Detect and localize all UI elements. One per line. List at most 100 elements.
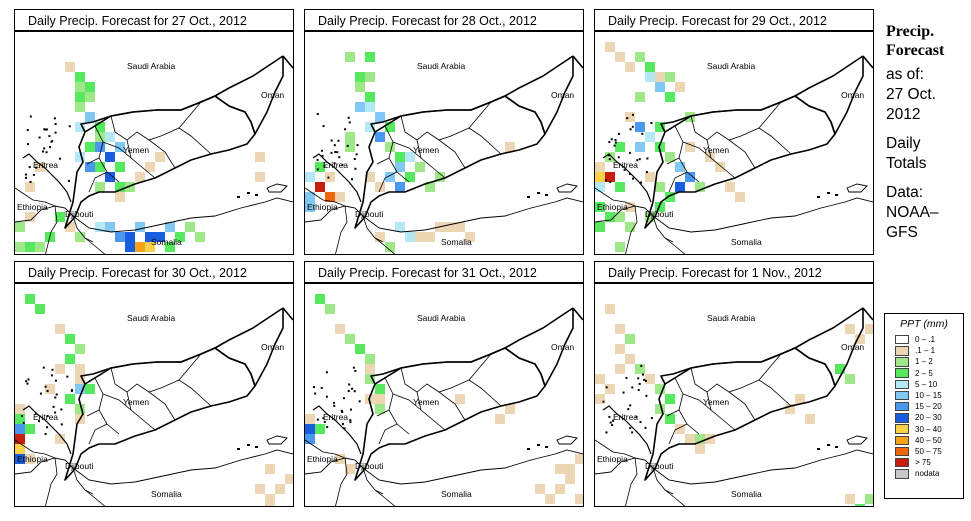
precip-cell [665,192,675,202]
island [604,179,607,182]
island [26,382,29,385]
precip-cell [665,92,675,102]
legend-item: 15 – 20 [895,401,963,412]
governorate-border [400,367,452,393]
island [46,390,49,393]
precip-cell [325,192,335,202]
island [631,125,634,128]
island [527,196,530,198]
island [646,157,649,160]
precip-cell [95,142,105,152]
governorate-border [376,157,390,165]
precip-cell [465,232,475,242]
red-sea-coastline [22,405,72,455]
precip-cell [705,434,715,444]
precip-cell [385,242,395,252]
legend-item: 40 – 50 [895,435,963,446]
legend-swatch [895,346,909,356]
precip-cell [735,192,745,202]
precip-cell [565,474,575,484]
governorate-border [178,101,202,129]
island [323,420,326,423]
island [68,125,71,128]
legend-item: 1 – 2 [895,356,963,367]
precip-cell [385,172,395,182]
precip-cell [555,484,565,494]
governorate-border [668,423,688,445]
map-label-ethiopia: Ethiopia [307,202,338,212]
precip-cell [575,494,583,504]
precip-cell [405,152,415,162]
precip-cell [685,142,695,152]
forecast-panel-30-oct: Daily Precip. Forecast for 30 Oct., 2012… [14,261,294,507]
legend-label: 50 – 75 [915,446,942,456]
precip-cell [625,222,635,232]
precip-cell [55,324,65,334]
precip-cell [695,434,705,444]
island [67,179,70,182]
country-border [625,205,638,254]
map-label-eritrea: Eritrea [33,412,58,422]
island [338,156,341,159]
legend-label: > 75 [915,458,931,468]
map-label-oman: Oman [261,90,284,100]
island [27,143,30,146]
socotra-island [266,435,288,445]
precip-cell [75,122,85,132]
map-label-saudi: Saudi Arabia [707,313,755,323]
precip-cell [145,162,155,172]
governorate-border [126,391,156,431]
island [312,386,315,389]
island [631,431,634,434]
governorate-border [160,379,212,407]
precip-cell [845,374,855,384]
legend-swatch [895,424,909,434]
precip-cell [345,132,355,142]
precip-cell [315,424,325,434]
precip-cell [25,212,35,222]
island [341,410,344,413]
map-label-oman: Oman [841,342,864,352]
island [21,414,24,417]
map-label-oman: Oman [841,90,864,100]
map-label-somalia: Somalia [731,237,762,247]
island [54,123,57,126]
island [340,409,343,412]
island [60,408,63,411]
island [344,128,347,131]
precip-cell [335,324,345,334]
precip-cell [325,304,335,314]
island [631,113,634,116]
precip-cell [375,384,385,394]
island [320,386,323,389]
island [321,154,324,157]
precip-cell [655,122,665,132]
governorate-border [126,139,156,179]
governorate-border [94,377,120,435]
island [346,144,349,147]
precip-cell [15,454,25,464]
island [817,448,820,450]
precip-cell [365,394,375,404]
island [637,389,640,392]
precip-cell [395,222,405,232]
precip-cell [25,242,35,252]
island [650,417,653,420]
precip-cell [605,152,615,162]
island [333,162,336,165]
island [644,426,647,429]
asof-line-3: 2012 [886,106,921,123]
map-label-somalia: Somalia [151,237,182,247]
socotra-island [556,435,578,445]
heading-line-2: Forecast [886,42,945,59]
island [22,421,25,424]
precip-cell [75,82,85,92]
saudi-border [664,307,864,385]
island [45,128,48,131]
island [356,144,359,147]
precip-cell [165,222,175,232]
governorate-border [392,393,422,411]
precip-cell [625,334,635,344]
precip-map: Saudi Arabia Oman Yemen Eritrea Ethiopia Djib… [14,283,294,507]
island [629,404,632,407]
